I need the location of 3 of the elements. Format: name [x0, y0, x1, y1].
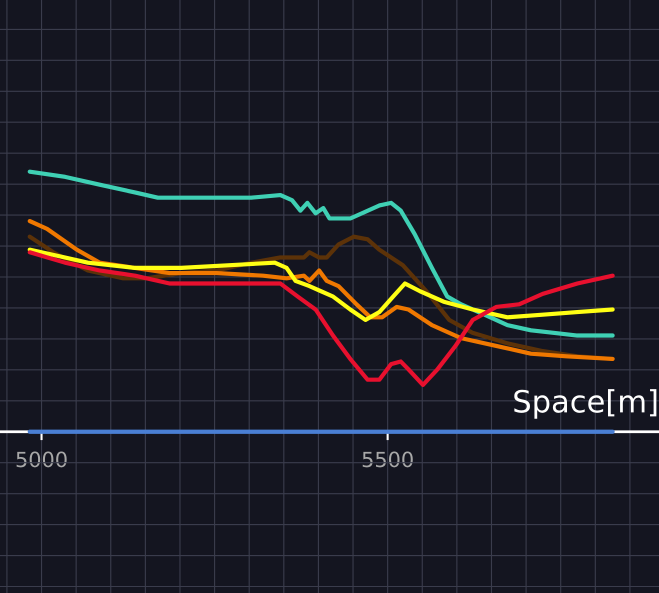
x-tick-label: 5500	[362, 452, 413, 468]
x-axis-title: Space[m]	[514, 389, 656, 419]
x-tick-label: 5000	[16, 452, 67, 468]
